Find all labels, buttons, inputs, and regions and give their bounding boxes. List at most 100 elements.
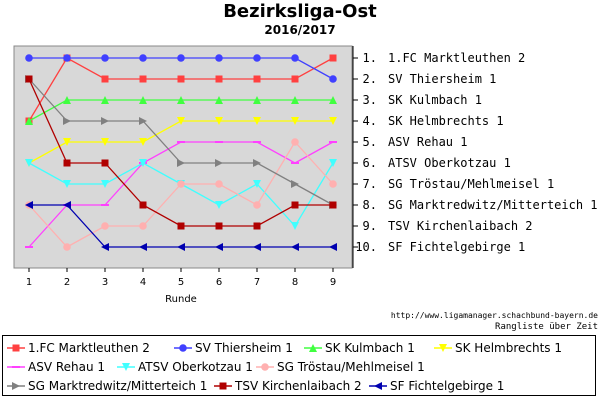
data-point <box>101 75 109 83</box>
legend-label: ASV Rehau 1 <box>28 360 106 374</box>
data-point <box>291 243 299 251</box>
data-point <box>291 96 299 104</box>
data-point <box>101 180 109 188</box>
legend-marker <box>179 344 187 352</box>
data-point <box>139 117 147 125</box>
data-point <box>215 117 223 125</box>
legend-marker <box>122 363 130 371</box>
data-point <box>177 54 185 62</box>
legend-swatch <box>304 344 322 352</box>
data-point <box>291 180 299 188</box>
legend-swatch <box>7 366 25 368</box>
data-point <box>329 75 337 83</box>
data-point <box>63 138 71 146</box>
data-point <box>291 54 299 62</box>
data-point <box>139 201 147 209</box>
rank-number: 1. <box>363 51 377 65</box>
footer-note: Rangliste über Zeit <box>495 322 598 332</box>
rank-team-label: TSV Kirchenlaibach 2 <box>388 219 533 233</box>
legend-marker <box>12 344 20 352</box>
legend-label: SK Helmbrechts 1 <box>455 341 563 355</box>
data-point <box>291 201 299 209</box>
data-point <box>253 243 261 251</box>
rank-number: 8. <box>363 198 377 212</box>
data-point <box>63 96 71 104</box>
data-point <box>139 243 147 251</box>
rank-team-label: SK Kulmbach 1 <box>388 93 482 107</box>
legend-label: 1.FC Marktleuthen 2 <box>28 341 150 355</box>
series-sf-fichtelgebirge-1 <box>25 201 337 251</box>
data-point <box>253 75 261 83</box>
x-tick-label: 8 <box>292 277 298 288</box>
x-tick-label: 4 <box>140 277 146 288</box>
data-point <box>329 180 337 188</box>
rank-number: 9. <box>363 219 377 233</box>
data-point <box>101 54 109 62</box>
data-point <box>253 159 261 167</box>
legend-swatch <box>369 382 387 390</box>
data-point <box>329 243 337 251</box>
legend-label: ATSV Oberkotzau 1 <box>138 360 253 374</box>
ranking-labels: 1. 1.FC Marktleuthen 2 2. SV Thiersheim 1 3.… <box>353 51 598 254</box>
data-point <box>25 117 33 125</box>
rank-team-label: ASV Rehau 1 <box>388 135 467 149</box>
data-point <box>139 138 147 146</box>
data-point <box>215 96 223 104</box>
x-tick-label: 5 <box>178 277 184 288</box>
legend-swatch <box>7 382 25 390</box>
data-point <box>215 201 223 209</box>
series-layer <box>25 54 337 251</box>
rank-team-label: SV Thiersheim 1 <box>388 72 496 86</box>
series-tsv-kirchenlaibach-2 <box>25 75 337 230</box>
legend-marker <box>12 382 20 390</box>
data-point <box>291 222 299 230</box>
data-point <box>139 159 147 167</box>
data-point <box>329 201 337 209</box>
rank-number: 10. <box>355 240 377 254</box>
data-point <box>329 117 337 125</box>
data-point <box>329 159 337 167</box>
data-point <box>101 96 109 104</box>
x-tick-label: 2 <box>64 277 70 288</box>
data-point <box>253 180 261 188</box>
legend-swatch <box>174 344 192 352</box>
data-point <box>63 243 71 251</box>
legend-label: SK Kulmbach 1 <box>325 341 415 355</box>
rank-number: 5. <box>363 135 377 149</box>
chart-title: Bezirksliga-Ost <box>223 1 377 22</box>
legend-marker <box>219 382 227 390</box>
x-tick-label: 9 <box>330 277 336 288</box>
data-point <box>215 159 223 167</box>
legend-swatch <box>214 382 232 390</box>
data-point <box>215 222 223 230</box>
data-point <box>215 243 223 251</box>
data-point <box>139 75 147 83</box>
legend-marker <box>374 382 382 390</box>
rank-team-label: SG Tröstau/Mehlmeisel 1 <box>388 177 554 191</box>
data-point <box>101 243 109 251</box>
data-point <box>177 117 185 125</box>
series-sg-tr-stau-mehlmeisel-1 <box>25 138 337 251</box>
data-point <box>253 54 261 62</box>
data-point <box>101 117 109 125</box>
data-point <box>63 201 71 209</box>
data-point <box>63 117 71 125</box>
x-tick-label: 6 <box>216 277 222 288</box>
data-point <box>101 159 109 167</box>
rank-team-label: SF Fichtelgebirge 1 <box>388 240 525 254</box>
data-point <box>177 243 185 251</box>
data-point <box>63 180 71 188</box>
data-point <box>25 159 33 167</box>
rank-number: 3. <box>363 93 377 107</box>
legend-swatch <box>117 363 135 371</box>
data-point <box>215 54 223 62</box>
data-point <box>101 138 109 146</box>
legend-label: TSV Kirchenlaibach 2 <box>235 379 362 393</box>
rank-team-label: ATSV Oberkotzau 1 <box>388 156 511 170</box>
data-point <box>253 96 261 104</box>
series-sk-kulmbach-1 <box>25 96 337 125</box>
data-point <box>25 201 33 209</box>
legend-marker <box>261 363 269 371</box>
data-point <box>63 159 71 167</box>
axes: 1 2 3 4 5 6 7 8 9 <box>26 46 354 288</box>
